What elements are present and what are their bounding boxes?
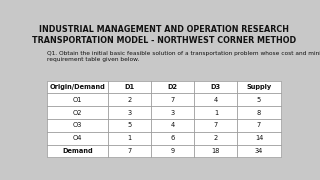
Bar [194,93,237,106]
Bar [151,93,194,106]
Bar [194,145,237,158]
Text: 7: 7 [257,122,261,128]
Bar [108,145,151,158]
Bar [194,132,237,145]
Bar [194,106,237,119]
Text: 5: 5 [127,122,132,128]
Text: 7: 7 [214,122,218,128]
Bar [47,80,108,93]
Bar [47,119,108,132]
Bar [47,145,108,158]
Text: O1: O1 [73,97,83,103]
Bar [108,119,151,132]
Bar [151,145,194,158]
Text: 2: 2 [127,97,132,103]
Text: 14: 14 [255,135,263,141]
Bar [194,80,237,93]
Text: O2: O2 [73,110,83,116]
Bar [151,119,194,132]
Text: 1: 1 [128,135,132,141]
Text: 34: 34 [255,148,263,154]
Text: Supply: Supply [246,84,272,90]
Text: Origin/Demand: Origin/Demand [50,84,106,90]
Text: D3: D3 [211,84,221,90]
Bar [237,145,281,158]
Bar [237,132,281,145]
Text: 8: 8 [257,110,261,116]
Text: 9: 9 [171,148,175,154]
Text: TRANSPORTATION MODEL - NORTHWEST CORNER METHOD: TRANSPORTATION MODEL - NORTHWEST CORNER … [32,36,296,45]
Bar [108,132,151,145]
Text: Demand: Demand [62,148,93,154]
Bar [194,119,237,132]
Text: 3: 3 [171,110,175,116]
Bar [47,132,108,145]
Text: 5: 5 [257,97,261,103]
Bar [108,93,151,106]
Text: 7: 7 [127,148,132,154]
Text: O3: O3 [73,122,83,128]
Bar [108,106,151,119]
Bar [47,93,108,106]
Bar [151,80,194,93]
Text: D1: D1 [124,84,135,90]
Text: 18: 18 [212,148,220,154]
Text: 4: 4 [171,122,175,128]
Bar [237,80,281,93]
Text: D2: D2 [168,84,178,90]
Text: 6: 6 [171,135,175,141]
Text: O4: O4 [73,135,83,141]
Text: Q1. Obtain the initial basic feasible solution of a transportation problem whose: Q1. Obtain the initial basic feasible so… [47,51,320,62]
Text: 2: 2 [214,135,218,141]
Bar [151,132,194,145]
Bar [47,106,108,119]
Bar [237,106,281,119]
Text: 3: 3 [128,110,132,116]
Text: 1: 1 [214,110,218,116]
Bar [151,106,194,119]
Text: 4: 4 [214,97,218,103]
Bar [108,80,151,93]
Text: 7: 7 [171,97,175,103]
Bar [237,119,281,132]
Text: INDUSTRIAL MANAGEMENT AND OPERATION RESEARCH: INDUSTRIAL MANAGEMENT AND OPERATION RESE… [39,25,289,34]
Bar [237,93,281,106]
